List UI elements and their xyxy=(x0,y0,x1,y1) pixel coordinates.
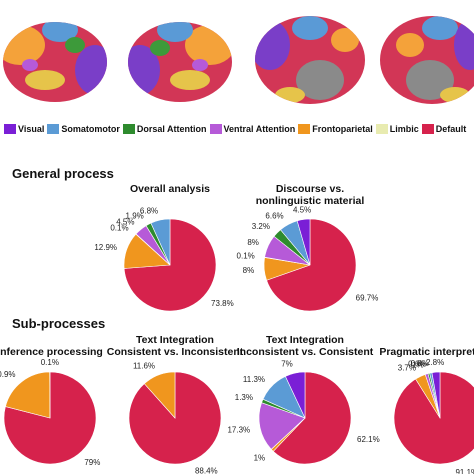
pie-slice xyxy=(5,371,51,419)
legend-swatch xyxy=(375,124,388,134)
pie-label: 1.9% xyxy=(126,212,144,221)
pie-slice xyxy=(128,371,222,465)
pie-title: Inconsistent vs. Consistent xyxy=(237,346,374,358)
pie-title: Inference processing xyxy=(0,346,103,358)
pie-title: Consistent vs. Inconsistent xyxy=(107,346,244,358)
legend-swatch xyxy=(298,124,311,134)
brain-surface-panel xyxy=(3,16,474,104)
brain-lateral-left xyxy=(3,22,107,102)
pie-label: 17.3% xyxy=(227,425,250,434)
pie-slice xyxy=(258,402,306,450)
pie-slice xyxy=(150,218,171,266)
legend-label: Default xyxy=(435,124,467,134)
legend-label: Somatomotor xyxy=(61,124,120,134)
pie-title: Text Integration xyxy=(136,334,214,346)
legend-swatch xyxy=(4,124,16,134)
pie-label: 8% xyxy=(247,238,259,247)
legend-label: Dorsal Attention xyxy=(136,124,207,134)
pie-chart: Inference processing 79% 20.9% 0.1% xyxy=(0,346,103,467)
pie-title: Discourse vs. xyxy=(276,183,344,195)
pie-chart: Pragmatic interpretation 91.1% 3.7%1%0.6%0… xyxy=(379,346,474,474)
pie-label: 4.5% xyxy=(116,218,134,227)
pie-slice xyxy=(393,371,474,465)
pie-label: 62.1% xyxy=(357,435,380,444)
section-title-sub: Sub-processes xyxy=(12,316,106,331)
pie-label: 2.8% xyxy=(426,358,444,367)
legend-swatch xyxy=(421,124,434,134)
legend-item: Somatomotor xyxy=(47,124,120,134)
pie-slice xyxy=(272,371,352,465)
pie-label: 6.8% xyxy=(140,206,158,215)
pie-label: 0.8% xyxy=(411,359,429,368)
network-legend: Visual Somatomotor Dorsal Attention Ventral… xyxy=(4,122,474,136)
legend-item: Ventral Attention xyxy=(209,124,296,134)
brain-medial-right xyxy=(380,16,474,104)
pie-label: 0.1% xyxy=(41,358,59,367)
legend-item: Visual xyxy=(4,124,44,134)
legend-item: Limbic xyxy=(375,124,419,134)
pie-slice xyxy=(296,218,311,266)
pie-label: 1% xyxy=(254,453,266,462)
pie-title: Overall analysis xyxy=(130,183,210,195)
pie-slice xyxy=(431,371,441,419)
legend-item: Default xyxy=(421,124,467,134)
legend-swatch xyxy=(209,124,222,134)
pie-chart: Discourse vs.nonlinguistic material 69.7%… xyxy=(237,183,379,312)
brain-medial-left xyxy=(255,16,365,104)
pie-label: 3.2% xyxy=(252,222,270,231)
pie-label: 88.4% xyxy=(195,466,218,474)
pie-label: 1% xyxy=(412,360,424,369)
pie-label: 69.7% xyxy=(356,293,379,302)
pie-label: 11.6% xyxy=(133,362,155,371)
pie-label: 73.8% xyxy=(211,299,234,308)
legend-item: Frontoparietal xyxy=(298,124,373,134)
pie-label: 8% xyxy=(243,266,255,275)
section-title-general: General process xyxy=(12,166,114,181)
pie-label: 79% xyxy=(84,458,100,467)
legend-label: Ventral Attention xyxy=(223,124,296,134)
brain-lateral-right xyxy=(128,22,232,102)
pie-label: 0.6% xyxy=(408,360,426,369)
legend-label: Frontoparietal xyxy=(312,124,373,134)
legend-label: Visual xyxy=(18,124,45,134)
pie-chart: Overall analysis 73.8% 12.9% 0.1%4.5%1.9%6.… xyxy=(94,183,234,312)
pie-label: 7% xyxy=(281,359,293,368)
legend-swatch xyxy=(47,124,60,134)
pie-label: 91.1% xyxy=(455,468,474,474)
pie-label: 3.7% xyxy=(398,363,416,372)
pie-slice xyxy=(285,371,306,419)
pie-slice xyxy=(266,218,357,312)
pie-title: nonlinguistic material xyxy=(256,195,365,207)
pie-title: Text Integration xyxy=(266,334,344,346)
legend-item: Dorsal Attention xyxy=(122,124,207,134)
pie-slice xyxy=(143,371,176,419)
pie-label: 4.5% xyxy=(293,206,311,215)
pie-title: Pragmatic interpretation xyxy=(379,346,474,358)
pie-label: 6.6% xyxy=(265,212,283,221)
pie-label: 11.3% xyxy=(243,375,265,384)
pie-label: 0.1% xyxy=(110,223,128,232)
pie-label: 20.9% xyxy=(0,370,16,379)
legend-label: Limbic xyxy=(389,124,419,134)
pie-label: 0.1% xyxy=(237,252,255,261)
pie-label: 12.9% xyxy=(94,243,117,252)
legend-swatch xyxy=(122,124,135,134)
pie-label: 1.3% xyxy=(235,393,253,402)
